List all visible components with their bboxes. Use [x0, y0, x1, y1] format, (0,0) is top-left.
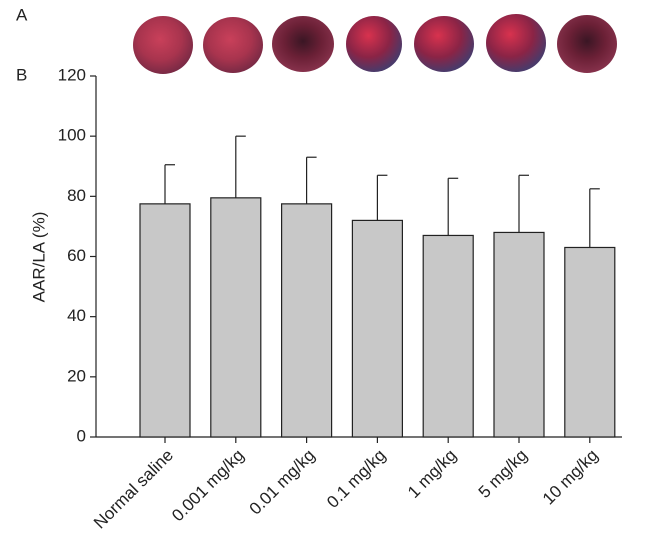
- bar: [211, 198, 261, 437]
- y-axis-label: AAR/LA (%): [29, 212, 48, 303]
- x-tick-label: 0.001 mg/kg: [168, 446, 248, 526]
- bar: [565, 247, 615, 437]
- bar: [423, 235, 473, 437]
- heart-image: [203, 17, 263, 73]
- y-tick-label: 20: [67, 366, 86, 385]
- x-tick-label: Normal saline: [90, 446, 177, 533]
- y-tick-label: 40: [67, 306, 86, 325]
- page: A B AAR/LA (%) 0 20 40 60 80 100 120 Normal sal…: [0, 0, 671, 556]
- x-tick-label: 0.1 mg/kg: [323, 446, 389, 512]
- chart: A B AAR/LA (%) 0 20 40 60 80 100 120 Normal sal…: [0, 0, 671, 551]
- panel-label: B: [16, 65, 27, 84]
- y-tick-label: 120: [58, 65, 86, 84]
- x-tick-label: 5 mg/kg: [475, 446, 531, 502]
- heart-image: [133, 16, 193, 74]
- y-tick-label: 0: [77, 426, 86, 445]
- heart-image: [346, 16, 402, 72]
- bar: [140, 204, 190, 437]
- x-tick-label: 10 mg/kg: [539, 446, 602, 509]
- bar: [352, 220, 402, 437]
- x-tick-label: 0.01 mg/kg: [246, 446, 319, 519]
- y-tick-label: 80: [67, 186, 86, 205]
- x-tick-label: 1 mg/kg: [404, 446, 460, 502]
- bar: [282, 204, 332, 437]
- y-tick-label: 60: [67, 246, 86, 265]
- heart-image: [557, 15, 617, 73]
- heart-images: [133, 14, 617, 74]
- bar: [494, 232, 544, 437]
- panel-label: A: [16, 5, 28, 24]
- heart-image: [414, 16, 474, 72]
- y-tick-label: 100: [58, 126, 86, 145]
- heart-image: [486, 14, 546, 72]
- heart-image: [272, 16, 334, 72]
